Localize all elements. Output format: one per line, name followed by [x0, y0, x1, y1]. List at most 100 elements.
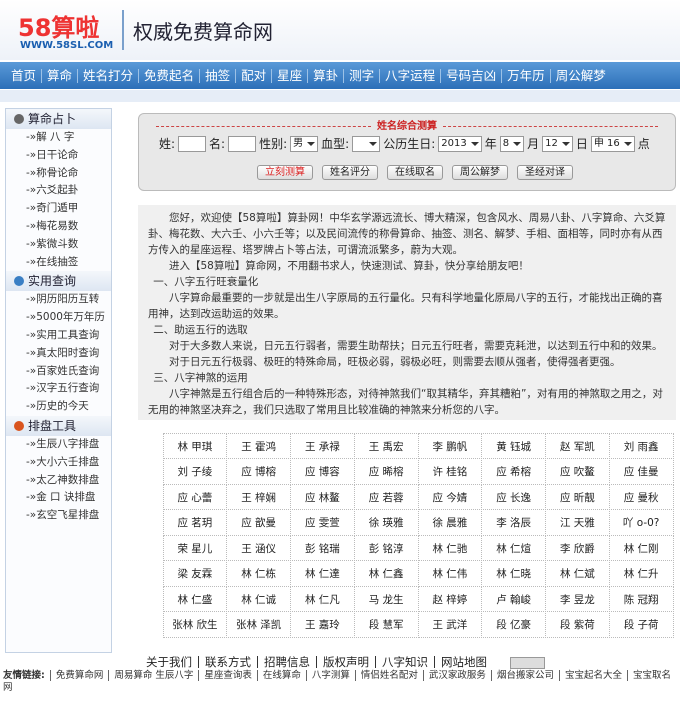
sidebar-link[interactable]: -»百家姓氏查询	[26, 364, 100, 377]
hour-select[interactable]: 申 16	[590, 135, 635, 152]
name-link[interactable]: 林 仁鑫	[353, 560, 419, 587]
footer-link[interactable]: 版权声明	[316, 656, 375, 668]
name-link[interactable]: 林 仁盛	[162, 585, 228, 612]
nav-item[interactable]: 万年历	[501, 68, 550, 83]
name-link[interactable]: 徐 晨雅	[417, 509, 483, 536]
sidebar-link[interactable]: -»真太阳时查询	[26, 346, 100, 359]
sidebar-link[interactable]: -»太乙神数排盘	[26, 473, 100, 486]
nav-item[interactable]: 周公解梦	[549, 68, 611, 83]
name-link[interactable]: 林 甲琪	[162, 432, 228, 459]
name-link[interactable]: 黄 钰城	[481, 432, 546, 459]
name-link[interactable]: 段 亿豪	[481, 611, 546, 638]
name-link[interactable]: 应 歆曼	[226, 509, 291, 536]
name-link[interactable]: 赵 梓婷	[417, 585, 483, 612]
name-link[interactable]: 赵 军凯	[545, 432, 610, 459]
name-link[interactable]: 王 霍鸿	[226, 432, 291, 459]
name-link[interactable]: 林 仁诚	[226, 585, 291, 612]
name-link[interactable]: 王 涵仪	[226, 534, 291, 561]
footer-link[interactable]: 联系方式	[198, 656, 257, 668]
nav-item[interactable]: 抽签	[199, 68, 235, 83]
nav-item[interactable]: 姓名打分	[77, 68, 138, 83]
friend-link[interactable]: 周易算命 生辰八字	[108, 670, 199, 681]
sidebar-link[interactable]: -»玄空飞星排盘	[26, 509, 100, 522]
logo[interactable]: 58算啦	[18, 14, 100, 42]
sidebar-link[interactable]: -»六爻起卦	[26, 184, 79, 197]
name-link[interactable]: 林 仁栋	[226, 560, 291, 587]
nav-item[interactable]: 算命	[41, 68, 77, 83]
button[interactable]: 姓名评分	[322, 165, 378, 180]
name-link[interactable]: 应 茗玥	[162, 509, 228, 536]
footer-link[interactable]: 八字知识	[375, 656, 434, 668]
day-select[interactable]: 12	[542, 135, 573, 152]
name-link[interactable]: 卢 翰峻	[481, 585, 546, 612]
sidebar-link[interactable]: -»奇门遁甲	[26, 202, 79, 215]
name-link[interactable]: 应 今婧	[417, 483, 483, 510]
friend-link[interactable]: 情侣姓名配对	[354, 670, 423, 681]
name-link[interactable]: 李 洛辰	[481, 509, 546, 536]
name-link[interactable]: 应 林鳌	[290, 483, 355, 510]
name-link[interactable]: 应 希榕	[481, 458, 546, 485]
name-link[interactable]: 应 博榕	[226, 458, 291, 485]
name-link[interactable]: 段 慧军	[353, 611, 419, 638]
name-link[interactable]: 张林 泽凯	[226, 611, 291, 638]
name-link[interactable]: 江 天雅	[545, 509, 610, 536]
name-link[interactable]: 许 桂铭	[417, 458, 483, 485]
button[interactable]: 立刻测算	[257, 165, 313, 180]
nav-item[interactable]: 算卦	[307, 68, 343, 83]
name-link[interactable]: 李 昱龙	[545, 585, 610, 612]
name-link[interactable]: 林 仁煊	[481, 534, 546, 561]
name-link[interactable]: 徐 瑛雅	[353, 509, 419, 536]
name-link[interactable]: 刘 雨鑫	[608, 432, 674, 459]
name-link[interactable]: 林 仁升	[608, 560, 674, 587]
button[interactable]: 在线取名	[387, 165, 443, 180]
friend-link[interactable]: 星座查询表	[198, 670, 257, 681]
sidebar-link[interactable]: -»梅花易数	[26, 219, 79, 232]
sidebar-link[interactable]: -»历史的今天	[26, 400, 89, 413]
name-link[interactable]: 应 长逸	[481, 483, 546, 510]
name-link[interactable]: 荣 星儿	[162, 534, 228, 561]
sidebar-link[interactable]: -»生辰八字排盘	[26, 437, 100, 450]
name-link[interactable]: 林 仁驰	[417, 534, 483, 561]
blood-select[interactable]	[352, 135, 381, 152]
name-link[interactable]: 应 心蕾	[162, 483, 228, 510]
sidebar-link[interactable]: -»在线抽签	[26, 255, 79, 268]
friend-link[interactable]: 免费算命网	[49, 670, 109, 681]
name-link[interactable]: 林 仁斌	[545, 560, 610, 587]
name-link[interactable]: 王 嘉玲	[290, 611, 355, 638]
nav-item[interactable]: 配对	[235, 68, 271, 83]
name-link[interactable]: 彭 铭淳	[353, 534, 419, 561]
name-link[interactable]: 应 佳曼	[608, 458, 674, 485]
name-link[interactable]: 王 禹宏	[353, 432, 419, 459]
sidebar-link[interactable]: -»紫微斗数	[26, 237, 79, 250]
sidebar-link[interactable]: -»实用工具查询	[26, 328, 100, 341]
name-link[interactable]: 林 仁達	[290, 560, 355, 587]
footer-link[interactable]: 招聘信息	[257, 656, 316, 668]
button[interactable]: 圣经对译	[517, 165, 573, 180]
name-link[interactable]: 应 昕靓	[545, 483, 610, 510]
name-link[interactable]: 刘 子绫	[162, 458, 228, 485]
friend-link[interactable]: 武汉家政服务	[422, 670, 491, 681]
nav-item[interactable]: 号码吉凶	[440, 68, 501, 83]
sidebar-link[interactable]: -»金 口 诀排盘	[26, 491, 96, 504]
name-link[interactable]: 梁 友霖	[162, 560, 228, 587]
name-link[interactable]: 王 梓娴	[226, 483, 291, 510]
nav-item[interactable]: 测字	[343, 68, 379, 83]
name-link[interactable]: 林 仁刚	[608, 534, 674, 561]
name-link[interactable]: 马 龙生	[353, 585, 419, 612]
name-link[interactable]: 陈 冠翔	[608, 585, 674, 612]
name-link[interactable]: 吖 o-0?	[608, 509, 674, 536]
footer-link[interactable]: 关于我们	[146, 655, 192, 669]
name-link[interactable]: 应 若蓉	[353, 483, 419, 510]
name-link[interactable]: 段 子荷	[608, 611, 674, 638]
gender-select[interactable]: 男	[290, 135, 319, 152]
name-link[interactable]: 王 承禄	[290, 432, 355, 459]
nav-item[interactable]: 八字运程	[379, 68, 440, 83]
name-link[interactable]: 应 晞榕	[353, 458, 419, 485]
sidebar-link[interactable]: -»大小六壬排盘	[26, 455, 100, 468]
sidebar-link[interactable]: -»称骨论命	[26, 166, 79, 179]
name-link[interactable]: 林 仁伟	[417, 560, 483, 587]
name-link[interactable]: 应 博容	[290, 458, 355, 485]
name-link[interactable]: 应 吹鳌	[545, 458, 610, 485]
nav-item[interactable]: 首页	[11, 67, 37, 83]
name-link[interactable]: 李 鹏帆	[417, 432, 483, 459]
